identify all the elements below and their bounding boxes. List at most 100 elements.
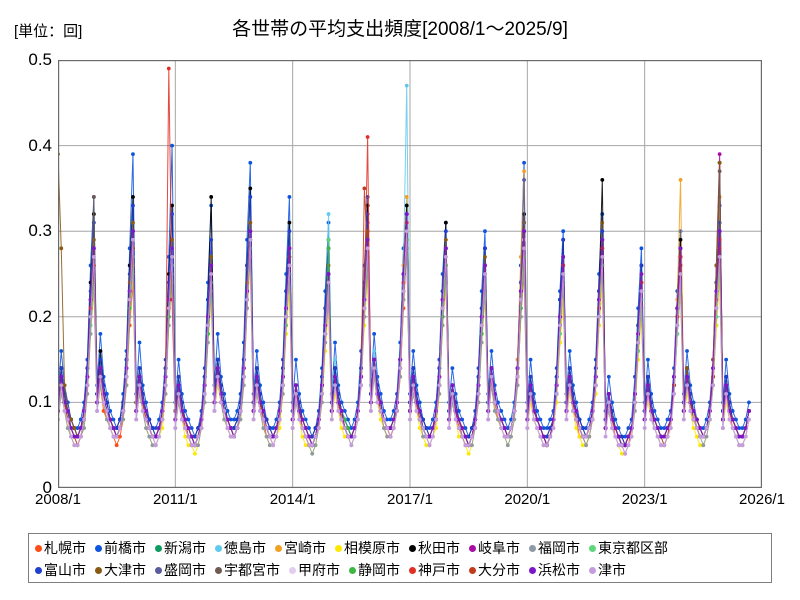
legend-marker-icon bbox=[469, 544, 476, 552]
data-point bbox=[584, 426, 588, 430]
legend-item[interactable]: 大津市 bbox=[95, 563, 146, 577]
x-tick-label: 2026/1 bbox=[739, 491, 785, 508]
data-point bbox=[639, 246, 644, 251]
data-point bbox=[342, 409, 347, 413]
data-point bbox=[307, 426, 311, 430]
data-point bbox=[747, 400, 751, 405]
data-point bbox=[254, 349, 259, 353]
legend-label: 福岡市 bbox=[538, 540, 580, 556]
legend-label: 神戸市 bbox=[418, 562, 460, 578]
data-point bbox=[463, 426, 468, 430]
plot-area bbox=[58, 60, 762, 488]
x-tick-label: 2020/1 bbox=[504, 491, 551, 508]
data-point bbox=[372, 332, 377, 336]
legend-item[interactable]: 大分市 bbox=[469, 563, 520, 577]
legend-label: 盛岡市 bbox=[164, 562, 206, 578]
legend-item[interactable]: 前橋市 bbox=[95, 541, 146, 555]
legend-item[interactable]: 東京都区部 bbox=[589, 541, 668, 555]
legend-item[interactable]: 神戸市 bbox=[409, 563, 460, 577]
data-point bbox=[450, 366, 455, 371]
data-point bbox=[505, 426, 510, 430]
line-chart-svg bbox=[58, 60, 762, 488]
legend-marker-icon bbox=[35, 544, 42, 552]
data-point bbox=[385, 417, 390, 422]
data-point bbox=[567, 349, 572, 353]
legend-item[interactable]: 盛岡市 bbox=[155, 563, 206, 577]
legend-marker-icon bbox=[529, 566, 536, 574]
data-point bbox=[522, 169, 526, 174]
legend-item[interactable]: 秋田市 bbox=[409, 541, 460, 555]
data-point bbox=[137, 340, 142, 345]
legend-item[interactable]: 札幌市 bbox=[35, 541, 86, 555]
data-point bbox=[616, 426, 621, 430]
data-point bbox=[411, 349, 416, 353]
data-point bbox=[404, 195, 409, 199]
legend-item[interactable]: 福岡市 bbox=[529, 541, 580, 555]
legend-item[interactable]: 岐阜市 bbox=[469, 541, 520, 555]
legend-marker-icon bbox=[409, 566, 416, 574]
legend-label: 札幌市 bbox=[44, 540, 86, 556]
legend-row-1: 札幌市 前橋市 新潟市 徳島市 宮崎市 相模原市 秋田市 岐阜市 福岡市 東京都区部 bbox=[35, 537, 765, 559]
data-point bbox=[489, 349, 494, 353]
chart-legend: 札幌市 前橋市 新潟市 徳島市 宮崎市 相模原市 秋田市 岐阜市 福岡市 東京都区部 富山市 大津市… bbox=[28, 533, 772, 583]
data-point bbox=[333, 357, 337, 362]
legend-item[interactable]: 相模原市 bbox=[335, 541, 400, 555]
data-point bbox=[186, 417, 191, 422]
legend-marker-icon bbox=[275, 544, 282, 552]
legend-marker-icon bbox=[95, 566, 102, 574]
data-point bbox=[114, 443, 119, 448]
data-point bbox=[404, 83, 409, 88]
legend-marker-icon bbox=[215, 566, 222, 574]
data-point bbox=[460, 417, 465, 422]
data-point bbox=[326, 212, 331, 216]
data-point bbox=[75, 426, 80, 430]
data-point bbox=[665, 417, 670, 422]
data-point bbox=[701, 426, 706, 430]
legend-label: 宮崎市 bbox=[284, 540, 326, 556]
legend-label: 秋田市 bbox=[418, 540, 460, 556]
data-point bbox=[522, 160, 526, 165]
legend-label: 静岡市 bbox=[358, 562, 400, 578]
legend-marker-icon bbox=[529, 544, 536, 552]
data-point bbox=[349, 426, 354, 430]
legend-label: 岐阜市 bbox=[478, 540, 520, 556]
data-point bbox=[215, 332, 220, 336]
legend-marker-icon bbox=[215, 544, 222, 552]
x-tick-label: 2014/1 bbox=[269, 491, 316, 508]
legend-item[interactable]: 津市 bbox=[589, 563, 626, 577]
data-point bbox=[541, 426, 546, 430]
legend-marker-icon bbox=[589, 566, 596, 574]
y-tick-label: 0.4 bbox=[28, 135, 52, 155]
data-point bbox=[294, 357, 298, 362]
legend-label: 新潟市 bbox=[164, 540, 206, 556]
x-tick-label: 2023/1 bbox=[621, 491, 668, 508]
data-point bbox=[685, 349, 689, 353]
legend-item[interactable]: 宮崎市 bbox=[275, 541, 326, 555]
data-point bbox=[346, 417, 350, 422]
legend-item[interactable]: 新潟市 bbox=[155, 541, 206, 555]
data-point bbox=[170, 143, 174, 148]
legend-item[interactable]: 徳島市 bbox=[215, 541, 266, 555]
data-point bbox=[678, 177, 683, 182]
legend-item[interactable]: 甲府市 bbox=[289, 563, 340, 577]
legend-label: 前橋市 bbox=[104, 540, 146, 556]
legend-item[interactable]: 静岡市 bbox=[349, 563, 400, 577]
legend-item[interactable]: 浜松市 bbox=[529, 563, 580, 577]
data-point bbox=[544, 426, 549, 430]
data-point bbox=[528, 357, 533, 362]
data-point bbox=[118, 434, 122, 439]
legend-label: 大津市 bbox=[104, 562, 146, 578]
data-point bbox=[623, 434, 628, 439]
data-point bbox=[248, 160, 253, 165]
data-point bbox=[189, 426, 194, 430]
legend-item[interactable]: 富山市 bbox=[35, 563, 86, 577]
legend-item[interactable]: 宇都宮市 bbox=[215, 563, 280, 577]
legend-marker-icon bbox=[35, 566, 42, 574]
data-point bbox=[232, 417, 236, 422]
x-tick-label: 2008/1 bbox=[35, 491, 81, 508]
chart-title: 各世帯の平均支出頻度[2008/1～2025/9] bbox=[232, 19, 568, 40]
data-point bbox=[740, 426, 745, 430]
data-point bbox=[228, 417, 233, 422]
